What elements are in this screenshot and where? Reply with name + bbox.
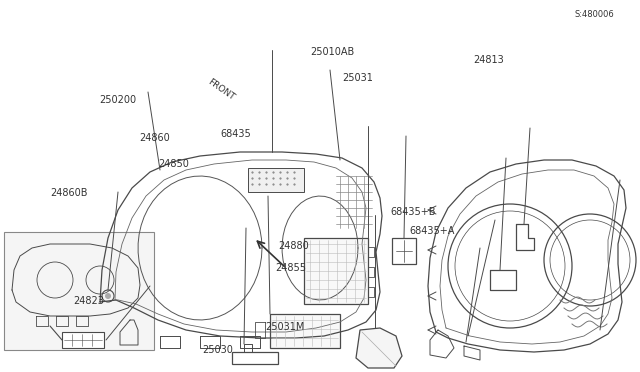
Bar	[4, 232, 154, 350]
Polygon shape	[356, 328, 402, 368]
Text: 68435+B: 68435+B	[390, 207, 436, 217]
Polygon shape	[62, 332, 104, 348]
Text: 250200: 250200	[99, 96, 136, 105]
Text: 24880: 24880	[278, 241, 309, 250]
Text: 24813: 24813	[474, 55, 504, 64]
Text: 25031: 25031	[342, 73, 373, 83]
Circle shape	[105, 293, 111, 299]
Text: FRONT: FRONT	[206, 77, 236, 102]
Polygon shape	[248, 168, 304, 192]
Text: 68435+A: 68435+A	[410, 226, 455, 235]
Polygon shape	[304, 238, 368, 304]
Text: 25031M: 25031M	[266, 323, 305, 332]
Text: 24860B: 24860B	[50, 189, 88, 198]
Polygon shape	[270, 314, 340, 348]
Text: 68435: 68435	[221, 129, 252, 139]
Text: 25030: 25030	[202, 345, 233, 355]
Polygon shape	[392, 238, 416, 264]
Polygon shape	[232, 352, 278, 364]
Text: 24860: 24860	[140, 133, 170, 142]
Text: 24823: 24823	[74, 296, 104, 306]
Text: 24855: 24855	[275, 263, 306, 273]
Text: 25010AB: 25010AB	[310, 47, 355, 57]
Text: S:480006: S:480006	[575, 10, 614, 19]
Text: 24850: 24850	[159, 159, 189, 169]
